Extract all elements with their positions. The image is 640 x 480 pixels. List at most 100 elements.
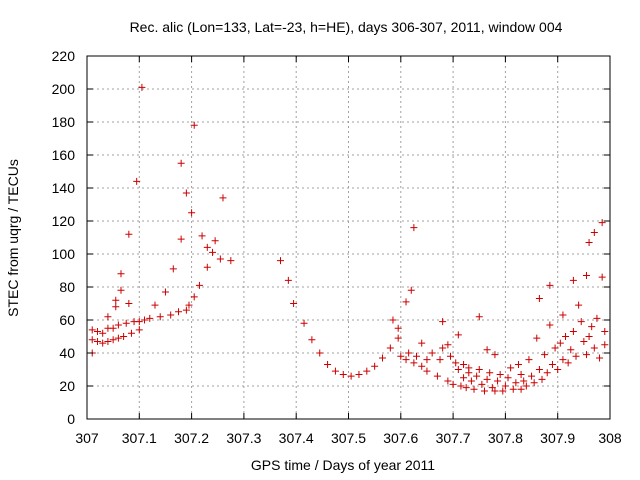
data-point bbox=[122, 319, 130, 327]
data-point bbox=[308, 336, 316, 344]
data-point bbox=[355, 370, 363, 378]
data-point bbox=[470, 385, 478, 393]
data-point bbox=[112, 296, 120, 304]
data-point bbox=[198, 232, 206, 240]
data-point bbox=[517, 385, 525, 393]
data-point bbox=[483, 346, 491, 354]
data-point bbox=[389, 316, 397, 324]
data-point bbox=[585, 238, 593, 246]
data-point bbox=[125, 230, 133, 238]
data-point bbox=[580, 337, 588, 345]
data-point bbox=[182, 306, 190, 314]
data-point bbox=[517, 370, 525, 378]
data-point bbox=[569, 276, 577, 284]
data-point bbox=[182, 189, 190, 197]
data-point bbox=[486, 369, 494, 377]
data-point bbox=[590, 229, 598, 237]
data-point bbox=[548, 361, 556, 369]
data-point bbox=[300, 319, 308, 327]
data-point bbox=[567, 346, 575, 354]
y-tick-label: 100 bbox=[52, 246, 76, 262]
data-point bbox=[99, 329, 107, 337]
data-point bbox=[478, 380, 486, 388]
data-point bbox=[203, 263, 211, 271]
data-point bbox=[556, 339, 564, 347]
data-point bbox=[569, 328, 577, 336]
data-point bbox=[559, 311, 567, 319]
x-tick-label: 307.4 bbox=[279, 430, 314, 446]
data-point bbox=[535, 366, 543, 373]
data-point bbox=[397, 352, 405, 360]
data-point bbox=[177, 235, 185, 243]
data-point bbox=[209, 248, 217, 256]
data-point bbox=[219, 194, 227, 202]
data-point bbox=[402, 356, 410, 364]
data-point bbox=[410, 224, 418, 232]
data-point bbox=[211, 237, 219, 245]
y-tick-label: 220 bbox=[52, 48, 76, 64]
data-point bbox=[125, 300, 133, 307]
data-point bbox=[188, 209, 196, 217]
data-point bbox=[439, 318, 447, 326]
data-point bbox=[433, 372, 441, 380]
data-point bbox=[454, 331, 462, 339]
data-point bbox=[496, 370, 504, 378]
data-point bbox=[491, 351, 499, 359]
data-point bbox=[203, 243, 211, 251]
data-point bbox=[559, 356, 567, 364]
data-point bbox=[394, 334, 402, 342]
data-point bbox=[394, 324, 402, 332]
data-point bbox=[504, 374, 512, 382]
data-point bbox=[109, 324, 117, 332]
data-point bbox=[546, 321, 554, 329]
data-point bbox=[423, 367, 431, 375]
data-point bbox=[88, 326, 96, 334]
data-point bbox=[363, 367, 371, 375]
x-tick-label: 307.7 bbox=[436, 430, 471, 446]
data-point bbox=[509, 385, 517, 393]
x-tick-label: 307.3 bbox=[226, 430, 261, 446]
data-point bbox=[593, 314, 601, 322]
x-tick-label: 307.2 bbox=[174, 430, 209, 446]
data-point bbox=[114, 334, 122, 342]
data-point bbox=[590, 344, 598, 352]
data-point bbox=[551, 344, 559, 352]
data-point bbox=[135, 326, 143, 334]
data-point bbox=[117, 270, 125, 278]
data-point bbox=[141, 316, 149, 324]
data-point bbox=[514, 361, 522, 369]
data-point bbox=[104, 337, 112, 345]
data-point bbox=[541, 351, 549, 359]
y-tick-label: 80 bbox=[59, 279, 75, 295]
data-point bbox=[512, 379, 520, 387]
data-point bbox=[151, 301, 159, 309]
data-point bbox=[324, 361, 332, 369]
y-axis-label: STEC from uqrg / TECUs bbox=[5, 159, 21, 317]
data-point bbox=[522, 382, 530, 390]
data-point bbox=[444, 341, 452, 349]
data-point bbox=[588, 323, 596, 331]
data-point bbox=[564, 359, 572, 367]
data-point bbox=[386, 344, 394, 352]
data-point bbox=[190, 293, 198, 301]
data-point bbox=[475, 366, 483, 373]
data-point bbox=[88, 336, 96, 344]
data-point bbox=[127, 329, 135, 337]
data-point bbox=[554, 366, 562, 373]
data-point bbox=[177, 159, 185, 167]
data-point bbox=[582, 271, 590, 279]
data-point bbox=[457, 382, 465, 390]
data-point bbox=[120, 333, 128, 340]
data-point bbox=[473, 372, 481, 380]
data-point bbox=[460, 374, 468, 382]
data-point bbox=[331, 367, 339, 375]
data-point bbox=[528, 372, 536, 380]
data-point bbox=[138, 83, 146, 91]
data-point bbox=[405, 349, 413, 357]
data-point bbox=[284, 276, 292, 284]
x-tick-label: 307.9 bbox=[540, 430, 575, 446]
data-point bbox=[423, 356, 431, 364]
x-tick-label: 307.5 bbox=[331, 430, 366, 446]
data-point bbox=[533, 334, 541, 342]
